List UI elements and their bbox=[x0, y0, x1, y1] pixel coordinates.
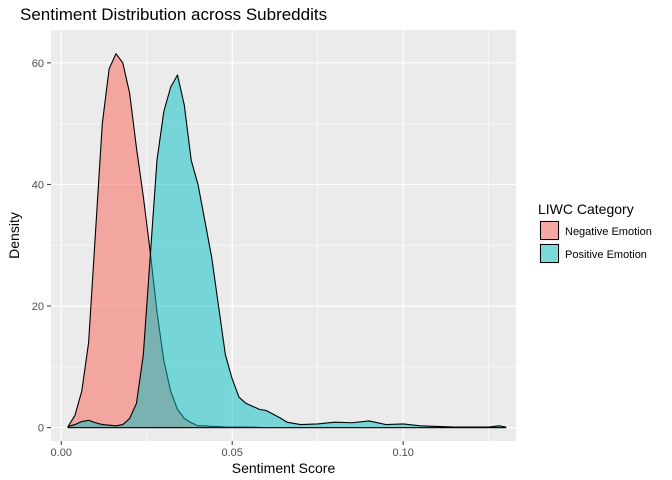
y-tick-label: 40 bbox=[32, 179, 44, 191]
y-tick-label: 60 bbox=[32, 58, 44, 70]
y-axis-ticks: 0 20 40 60 bbox=[32, 58, 51, 435]
chart-title: Sentiment Distribution across Subreddits bbox=[20, 5, 327, 24]
legend-label: Positive Emotion bbox=[565, 249, 647, 261]
legend-label: Negative Emotion bbox=[565, 226, 652, 238]
x-tick-label: 0.00 bbox=[51, 447, 72, 459]
x-axis-title: Sentiment Score bbox=[232, 460, 336, 476]
x-tick-label: 0.05 bbox=[222, 447, 243, 459]
y-tick-label: 20 bbox=[32, 301, 44, 313]
x-tick-label: 0.10 bbox=[392, 447, 413, 459]
y-axis-title: Density bbox=[6, 212, 22, 259]
density-areas bbox=[67, 53, 507, 429]
x-axis-ticks: 0.00 0.05 0.10 bbox=[51, 441, 414, 459]
legend: LIWC Category Negative Emotion Positive E… bbox=[538, 201, 652, 264]
legend-swatch bbox=[540, 221, 559, 240]
density-area-positive-emotion bbox=[67, 74, 507, 429]
legend-items: Negative Emotion Positive Emotion bbox=[539, 220, 652, 264]
legend-swatch bbox=[540, 244, 559, 263]
y-tick-label: 0 bbox=[38, 423, 44, 435]
legend-title: LIWC Category bbox=[538, 201, 634, 217]
